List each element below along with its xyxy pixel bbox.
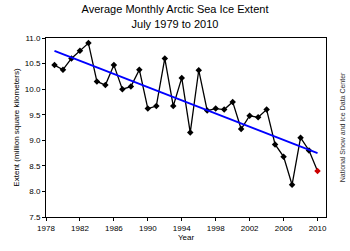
svg-text:1998: 1998 — [207, 224, 225, 233]
svg-text:2002: 2002 — [241, 224, 259, 233]
svg-text:10.5: 10.5 — [25, 59, 41, 68]
svg-text:1990: 1990 — [139, 224, 157, 233]
svg-text:Average Monthly Arctic Sea Ice: Average Monthly Arctic Sea Ice ExtentJul… — [82, 3, 269, 29]
svg-text:1982: 1982 — [71, 224, 89, 233]
svg-text:2010: 2010 — [309, 224, 327, 233]
svg-text:National Snow and Ice Data Cen: National Snow and Ice Data Center — [339, 72, 346, 182]
svg-text:7.5: 7.5 — [29, 213, 41, 222]
svg-text:11.0: 11.0 — [25, 34, 41, 43]
svg-text:9.5: 9.5 — [29, 111, 41, 120]
svg-text:1994: 1994 — [173, 224, 191, 233]
svg-text:2006: 2006 — [275, 224, 293, 233]
svg-text:Year: Year — [178, 233, 195, 242]
svg-text:8.0: 8.0 — [29, 187, 41, 196]
svg-text:1978: 1978 — [37, 224, 55, 233]
svg-text:1986: 1986 — [105, 224, 123, 233]
svg-text:Extent (million square kilomet: Extent (million square kilometers) — [12, 68, 21, 187]
svg-text:8.5: 8.5 — [29, 162, 41, 171]
svg-text:9.0: 9.0 — [29, 136, 41, 145]
svg-text:10.0: 10.0 — [25, 85, 41, 94]
